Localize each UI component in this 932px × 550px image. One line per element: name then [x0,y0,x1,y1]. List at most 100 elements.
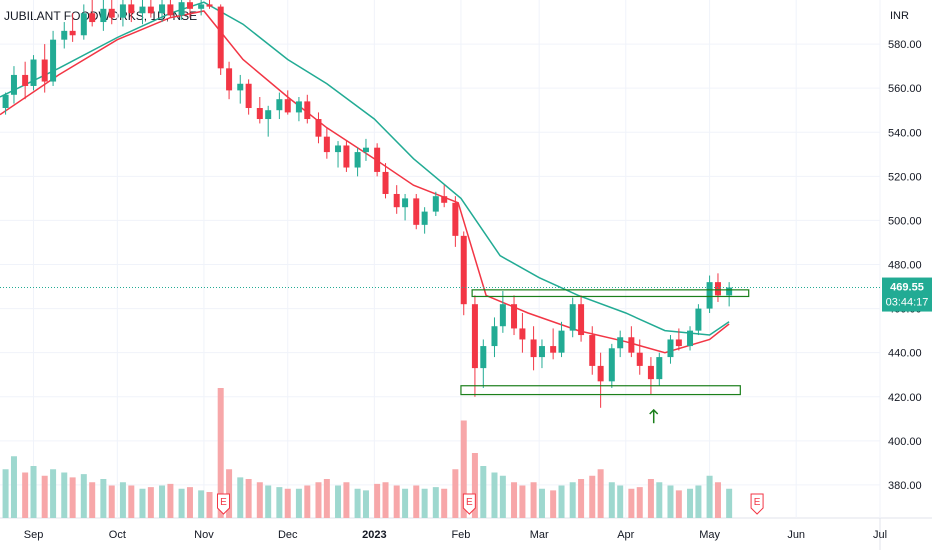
volume-bar [304,485,311,518]
x-tick-label: Feb [451,529,470,541]
volume-bar [538,488,545,518]
volume-bar [706,475,713,518]
volume-bar [675,490,682,518]
candle-body [608,348,615,382]
candle-body [519,328,526,340]
volume-bar [726,488,733,518]
x-tick-label: 2023 [362,529,386,541]
volume-bar [159,485,166,518]
volume-bar [695,485,702,518]
volume-bar [178,488,185,518]
volume-bar [323,479,330,518]
candle-body [382,171,389,194]
candle-body [147,6,154,14]
ema-fast-line [0,10,730,354]
up-arrow-head-icon [649,408,659,415]
candle-body [687,330,694,347]
volume-bar [50,469,57,518]
volume-bar [139,488,146,518]
candle-body [178,2,185,16]
candle-body [511,304,518,329]
volume-bar [256,482,263,518]
candle-body [206,4,213,7]
candle-body [256,108,263,120]
candle-body [374,147,381,172]
volume-bar [265,485,272,518]
x-tick-label: Apr [617,529,634,541]
candle-body [2,94,9,109]
volume-bar [656,482,663,518]
candle-body [460,235,467,305]
y-tick-label: 400.00 [888,436,922,448]
candle-body [421,211,428,225]
candle-body [628,337,635,353]
candle-body [578,304,585,336]
earnings-label: E [754,497,761,508]
candle-body [323,136,330,153]
candle-body [499,304,506,327]
candle-body [245,83,252,109]
y-tick-label: 560.00 [888,83,922,95]
volume-bar [519,485,526,518]
candle-body [480,346,487,369]
volume-bar [295,488,302,518]
volume-bar [550,490,557,518]
candle-body [675,339,682,347]
volume-bar [578,479,585,518]
volume-bar [10,456,17,518]
candle-body [108,8,115,18]
candle-body [343,145,350,168]
y-tick-label: 420.00 [888,392,922,404]
candle-body [304,101,311,120]
candle-body [315,119,322,137]
candle-body [237,83,244,91]
volume-bar [393,485,400,518]
candle-body [22,74,29,86]
volume-bar [511,482,518,518]
volume-bar [530,482,537,518]
volume-bar [186,487,193,518]
candle-body [362,147,369,153]
y-tick-label: 380.00 [888,480,922,492]
candle-body [159,4,166,14]
candle-body [491,326,498,347]
volume-bar [315,482,322,518]
last-price-countdown: 03:44:17 [886,297,929,309]
candle-body [186,2,193,9]
earnings-marker-icon [462,493,476,515]
candle-body [10,74,17,95]
candle-body [656,357,663,380]
volume-bar [69,477,76,518]
volume-bar [441,488,448,518]
candle-body [695,308,702,331]
candle-body [61,30,68,40]
volume-bar [647,479,654,518]
support-box [460,385,741,396]
candle-body [50,39,57,82]
volume-bar [499,475,506,518]
candle-body [538,346,545,358]
volume-bar [491,472,498,518]
volume-bar [276,487,283,518]
last-price-value: 469.55 [890,282,924,294]
candle-body [226,68,233,91]
candle-body [569,304,576,331]
volume-bar [667,485,674,518]
volume-bar [237,477,244,518]
volume-bar [198,490,205,518]
x-tick-label: May [699,529,720,541]
volume-bar [374,483,381,518]
candle-body [198,4,205,9]
y-tick-label: 580.00 [888,39,922,51]
volume-bar [382,482,389,518]
x-tick-label: Nov [194,529,214,541]
last-price-badge [882,277,932,312]
candle-body [217,6,224,69]
candle-body [89,13,96,23]
candle-body [550,346,557,353]
volume-bar [89,482,96,518]
candle-body [726,287,733,296]
volume-bar [284,488,291,518]
y-tick-label: 440.00 [888,348,922,360]
